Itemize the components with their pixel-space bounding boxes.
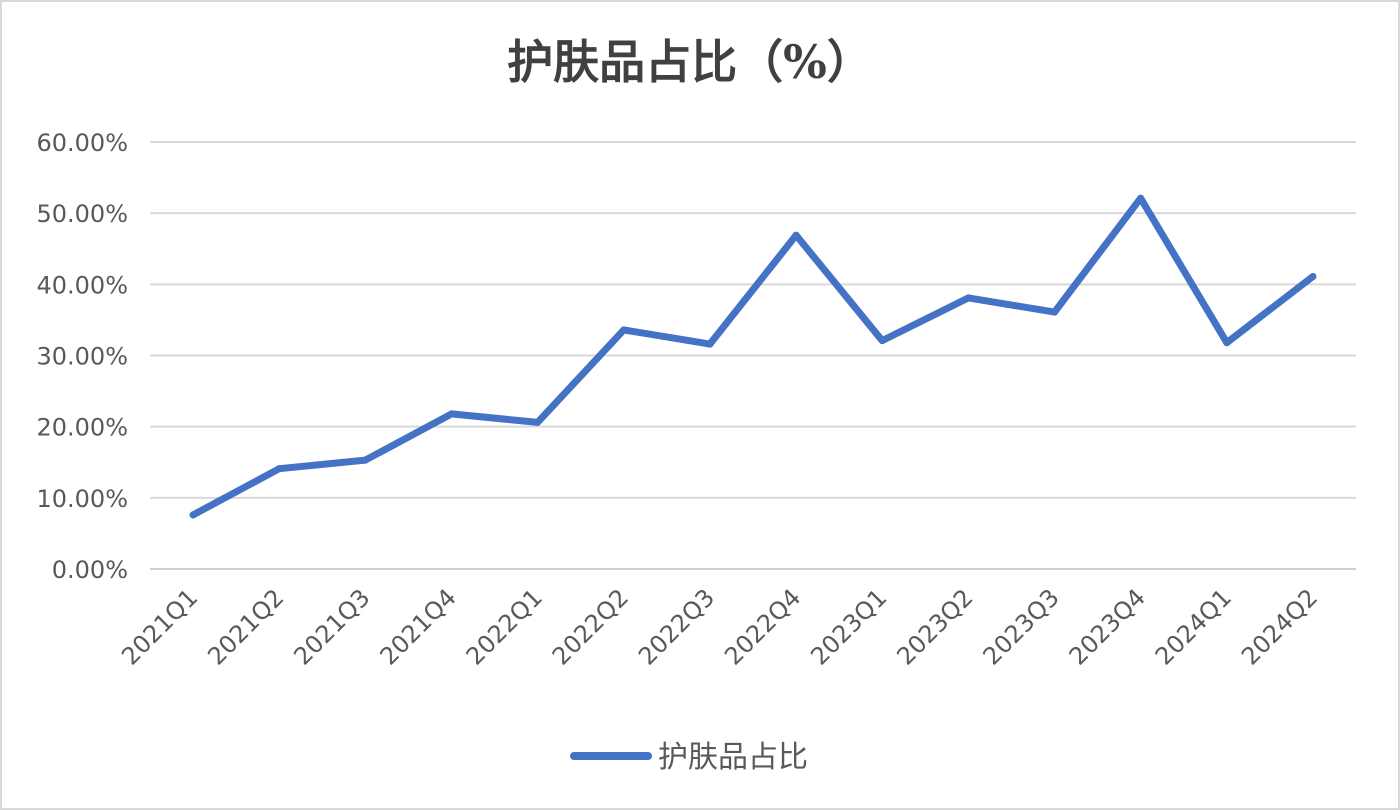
- y-tick-label: 0.00%: [52, 556, 128, 584]
- data-point: [792, 231, 800, 239]
- y-tick-label: 10.00%: [36, 485, 128, 513]
- chart-title: 护肤品占比（%）: [507, 35, 873, 89]
- x-tick-label: 2021Q2: [202, 583, 289, 670]
- series-line: [189, 194, 1317, 519]
- data-point: [361, 456, 369, 464]
- x-tick-label: 2021Q3: [288, 583, 375, 670]
- y-tick-label: 60.00%: [36, 129, 128, 157]
- data-point: [1051, 308, 1058, 316]
- y-tick-label: 30.00%: [36, 343, 128, 371]
- legend-label: 护肤品占比: [658, 740, 808, 775]
- x-tick-label: 2024Q2: [1236, 583, 1323, 670]
- data-point: [275, 465, 283, 473]
- y-tick-label: 20.00%: [36, 414, 128, 442]
- data-point: [448, 410, 455, 418]
- x-tick-label: 2023Q3: [978, 583, 1065, 670]
- data-point: [706, 340, 714, 348]
- x-tick-label: 2021Q1: [116, 583, 203, 670]
- x-tick-label: 2022Q4: [719, 583, 806, 670]
- x-tick-label: 2022Q2: [547, 583, 634, 670]
- x-tick-label: 2023Q1: [805, 583, 892, 670]
- data-point: [1309, 273, 1317, 281]
- data-point: [189, 511, 197, 519]
- legend: 护肤品占比: [570, 740, 808, 775]
- x-tick-label: 2024Q1: [1150, 583, 1237, 670]
- gridlines: [150, 141, 1356, 570]
- data-point: [534, 418, 542, 426]
- x-tick-label: 2022Q1: [461, 583, 548, 670]
- x-tick-label: 2022Q3: [633, 583, 720, 670]
- x-tick-label: 2023Q2: [891, 583, 978, 670]
- x-tick-label: 2023Q4: [1064, 583, 1151, 670]
- x-tick-label: 2021Q4: [375, 583, 462, 670]
- x-axis-ticks: 2021Q12021Q22021Q32021Q42022Q12022Q22022…: [116, 583, 1323, 670]
- series-layer: [189, 194, 1317, 519]
- data-point: [964, 294, 972, 302]
- data-point: [1223, 339, 1231, 347]
- y-tick-label: 40.00%: [36, 271, 128, 299]
- data-point: [1137, 194, 1145, 202]
- y-tick-label: 50.00%: [36, 200, 128, 228]
- data-point: [878, 337, 886, 345]
- y-axis-ticks: 0.00% 10.00% 20.00% 30.00% 40.00% 50.00% 60.00…: [36, 129, 128, 584]
- data-point: [620, 326, 628, 334]
